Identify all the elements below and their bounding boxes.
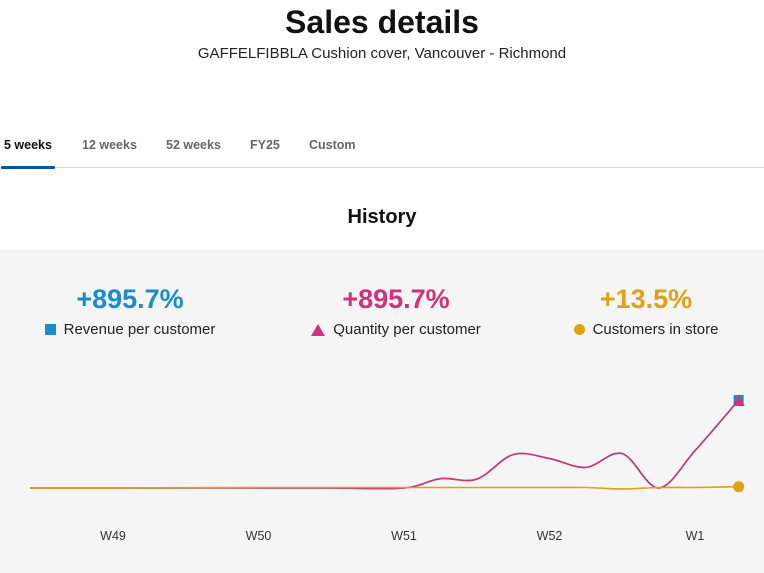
period-tabs: 5 weeks 12 weeks 52 weeks FY25 Custom <box>0 130 764 169</box>
metric-legend: Revenue per customer <box>0 321 260 338</box>
series-line-customers-in-store <box>29 485 739 490</box>
metric-label: Revenue per customer <box>63 321 216 338</box>
metric-quantity-per-customer: +895.7% Quantity per customer <box>266 284 526 338</box>
metric-value: +895.7% <box>76 284 184 314</box>
square-icon <box>44 324 56 335</box>
metric-value: +895.7% <box>342 284 450 314</box>
x-tick-label: W50 <box>246 529 272 543</box>
series-line-revenue-per-customer <box>29 399 740 490</box>
page-subtitle: GAFFELFIBBLA Cushion cover, Vancouver - … <box>197 45 567 62</box>
tab-fy25[interactable]: FY25 <box>250 138 280 152</box>
end-point-customers-in-store <box>733 481 745 493</box>
metric-customers-in-store: +13.5% Customers in store <box>516 284 764 338</box>
x-tick-label: W52 <box>537 529 563 543</box>
history-chart: W49 W50 W51 W52 W1 <box>29 395 745 543</box>
section-title: History <box>347 206 417 228</box>
tab-12-weeks[interactable]: 12 weeks <box>82 138 137 152</box>
page-title: Sales details <box>285 4 479 40</box>
x-tick-label: W49 <box>100 529 126 543</box>
metric-legend: Quantity per customer <box>266 321 526 338</box>
history-panel <box>0 250 764 573</box>
x-tick-label: W51 <box>391 529 417 543</box>
tab-custom[interactable]: Custom <box>309 138 356 152</box>
metric-label: Customers in store <box>592 321 719 338</box>
x-tick-label: W1 <box>686 529 705 543</box>
circle-icon <box>573 324 585 335</box>
metric-legend: Customers in store <box>516 321 764 338</box>
active-tab-indicator <box>1 166 55 169</box>
tab-52-weeks[interactable]: 52 weeks <box>166 138 221 152</box>
metric-value: +13.5% <box>599 284 693 314</box>
end-point-quantity-per-customer <box>732 395 745 406</box>
series-line-quantity-per-customer <box>29 399 740 490</box>
tab-5-weeks[interactable]: 5 weeks <box>4 138 52 152</box>
metric-revenue-per-customer: +895.7% Revenue per customer <box>0 284 260 338</box>
metric-label: Quantity per customer <box>333 321 481 338</box>
triangle-icon <box>311 323 326 336</box>
